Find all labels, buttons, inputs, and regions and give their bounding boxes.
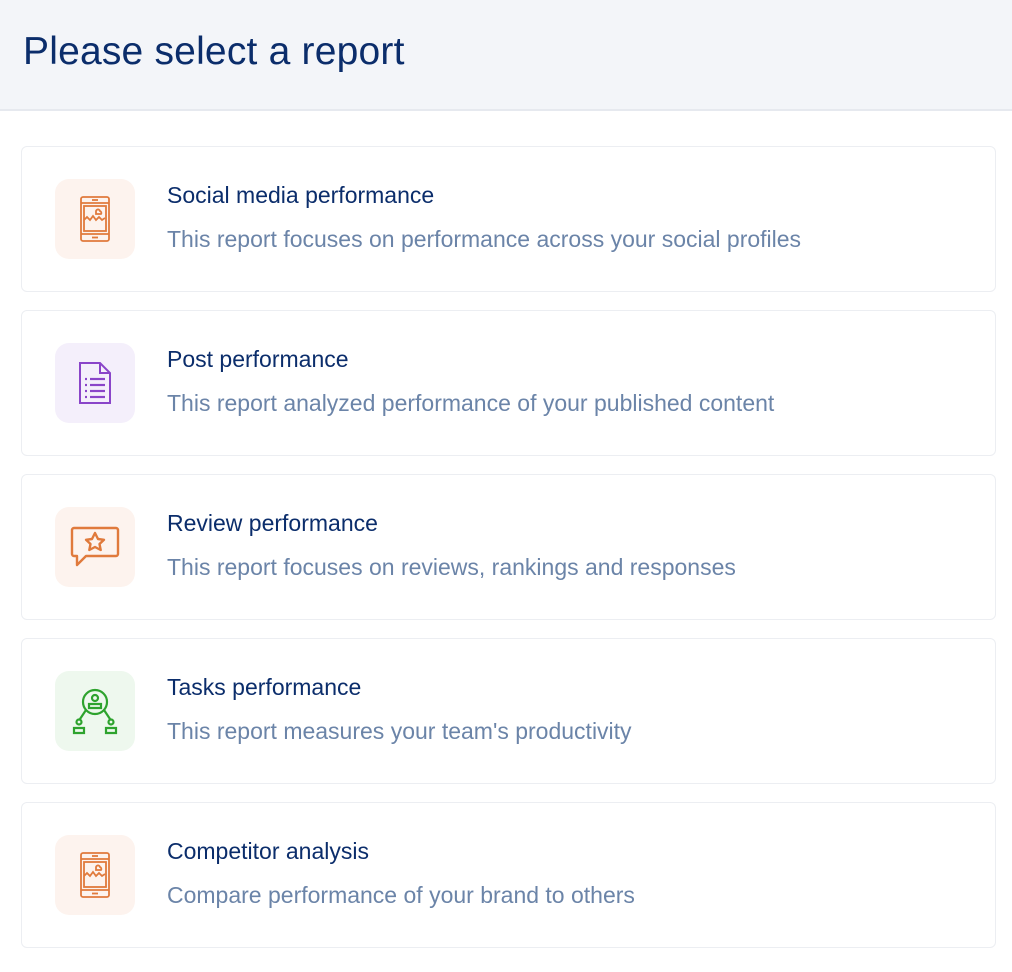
report-title: Post performance	[167, 346, 349, 372]
report-title: Social media performance	[167, 182, 435, 208]
team-network-icon	[55, 671, 135, 751]
document-list-icon	[55, 343, 135, 423]
page-title: Please select a report	[23, 30, 405, 73]
report-description: This report focuses on performance acros…	[167, 226, 802, 252]
report-card-tasks[interactable]: Tasks performance This report measures y…	[21, 638, 996, 784]
tablet-image-icon	[55, 179, 135, 259]
chat-star-icon	[55, 507, 135, 587]
tablet-image-icon	[55, 835, 135, 915]
page-header: Please select a report	[0, 0, 1012, 111]
report-description: This report measures your team's product…	[167, 718, 632, 744]
report-title: Tasks performance	[167, 674, 362, 700]
report-title: Review performance	[167, 510, 378, 536]
report-card-post[interactable]: Post performance This report analyzed pe…	[21, 310, 996, 456]
report-card-social-media[interactable]: Social media performance This report foc…	[21, 146, 996, 292]
report-description: This report analyzed performance of your…	[167, 390, 775, 416]
report-description: This report focuses on reviews, rankings…	[167, 554, 736, 580]
report-description: Compare performance of your brand to oth…	[167, 882, 635, 908]
report-card-competitor[interactable]: Competitor analysis Compare performance …	[21, 802, 996, 948]
report-title: Competitor analysis	[167, 838, 369, 864]
report-card-review[interactable]: Review performance This report focuses o…	[21, 474, 996, 620]
